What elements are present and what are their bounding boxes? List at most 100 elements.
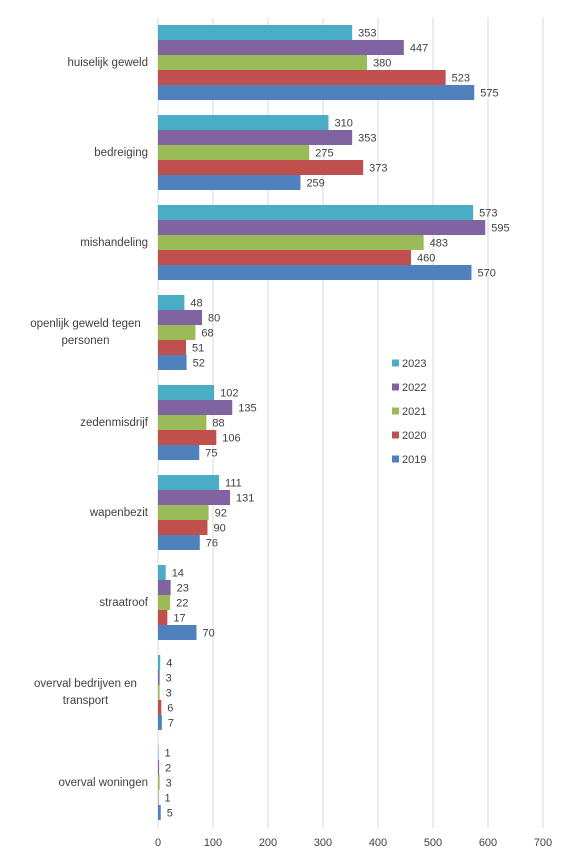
value-label: 106	[222, 432, 240, 444]
y-tick-label: openlijk geweld tegen personen	[30, 318, 141, 347]
value-label: 92	[215, 507, 227, 519]
bar	[158, 760, 160, 775]
bar	[158, 565, 166, 580]
bar	[158, 205, 474, 220]
bar	[158, 130, 353, 145]
x-tick-label: 0	[155, 837, 161, 849]
x-tick-label: 300	[314, 837, 332, 849]
bar	[158, 145, 310, 160]
bar	[158, 220, 486, 235]
value-label: 135	[238, 402, 256, 414]
value-label: 3	[166, 777, 172, 789]
value-label: 310	[335, 117, 353, 129]
legend-marker	[392, 359, 399, 367]
value-label: 373	[369, 162, 387, 174]
legend-label: 2023	[402, 358, 426, 370]
value-label: 80	[208, 312, 220, 324]
value-label: 70	[203, 627, 215, 639]
value-label: 14	[172, 567, 184, 579]
value-label: 460	[417, 252, 435, 264]
legend-label: 2022	[402, 382, 426, 394]
legend-marker	[392, 455, 399, 463]
value-label: 1	[165, 792, 171, 804]
value-label: 88	[212, 417, 224, 429]
bar	[158, 25, 353, 40]
y-tick-label: overval bedrijven en transport	[34, 678, 137, 707]
value-label: 523	[452, 72, 470, 84]
value-label: 483	[430, 237, 448, 249]
bar	[158, 385, 215, 400]
value-label: 75	[205, 447, 217, 459]
category-label-box: huiselijk geweld	[67, 18, 148, 108]
bar	[158, 250, 411, 265]
bar	[158, 235, 424, 250]
bar	[158, 355, 187, 370]
legend-label: 2020	[402, 430, 426, 442]
x-tick-label: 400	[369, 837, 387, 849]
value-label: 595	[491, 222, 509, 234]
value-label: 5	[167, 807, 173, 819]
value-label: 353	[358, 132, 376, 144]
bar	[158, 625, 197, 640]
bar	[158, 40, 404, 55]
value-label: 447	[410, 42, 428, 54]
x-tick-label: 600	[479, 837, 497, 849]
bar	[158, 160, 364, 175]
x-tick-label: 700	[534, 837, 552, 849]
bar	[158, 505, 209, 520]
bar	[158, 700, 162, 715]
bar	[158, 745, 159, 760]
bar	[158, 115, 329, 130]
legend-label: 2019	[402, 454, 426, 466]
category-label-box: mishandeling	[80, 198, 148, 288]
bar	[158, 685, 160, 700]
category-label-box: wapenbezit	[90, 468, 148, 558]
value-label: 570	[478, 267, 496, 279]
x-tick-label: 200	[259, 837, 277, 849]
category-label-box: overval bedrijven en transport	[23, 648, 148, 738]
bar	[158, 670, 160, 685]
legend-marker	[392, 407, 399, 415]
bar	[158, 70, 446, 85]
value-label: 575	[480, 87, 498, 99]
value-label: 2	[165, 762, 171, 774]
category-label-box: overval woningen	[58, 738, 148, 828]
bar	[158, 535, 200, 550]
x-tick-label: 500	[424, 837, 442, 849]
bar	[158, 295, 185, 310]
legend-marker	[392, 383, 399, 391]
y-tick-label: mishandeling	[80, 236, 148, 249]
legend-label: 2021	[402, 406, 426, 418]
bar	[158, 430, 217, 445]
value-label: 3	[166, 672, 172, 684]
y-tick-label: bedreiging	[94, 146, 148, 159]
value-label: 7	[168, 717, 174, 729]
value-label: 22	[176, 597, 188, 609]
value-label: 259	[306, 177, 324, 189]
legend-marker	[392, 431, 399, 439]
category-label-box: openlijk geweld tegen personen	[23, 288, 148, 378]
value-label: 17	[173, 612, 185, 624]
x-tick-label: 100	[204, 837, 222, 849]
value-label: 23	[177, 582, 189, 594]
value-label: 52	[193, 357, 205, 369]
value-label: 573	[479, 207, 497, 219]
value-label: 51	[192, 342, 204, 354]
value-label: 275	[315, 147, 333, 159]
value-label: 4	[166, 657, 172, 669]
value-label: 102	[220, 387, 238, 399]
value-label: 380	[373, 57, 391, 69]
bar	[158, 415, 207, 430]
category-label-box: bedreiging	[94, 108, 148, 198]
bar	[158, 595, 171, 610]
category-label-box: zedenmisdrijf	[80, 378, 148, 468]
bar	[158, 265, 472, 280]
y-tick-label: huiselijk geweld	[67, 56, 148, 69]
bar	[158, 520, 208, 535]
bar	[158, 55, 367, 70]
bar	[158, 610, 168, 625]
bar	[158, 655, 161, 670]
value-label: 90	[214, 522, 226, 534]
bar	[158, 445, 200, 460]
